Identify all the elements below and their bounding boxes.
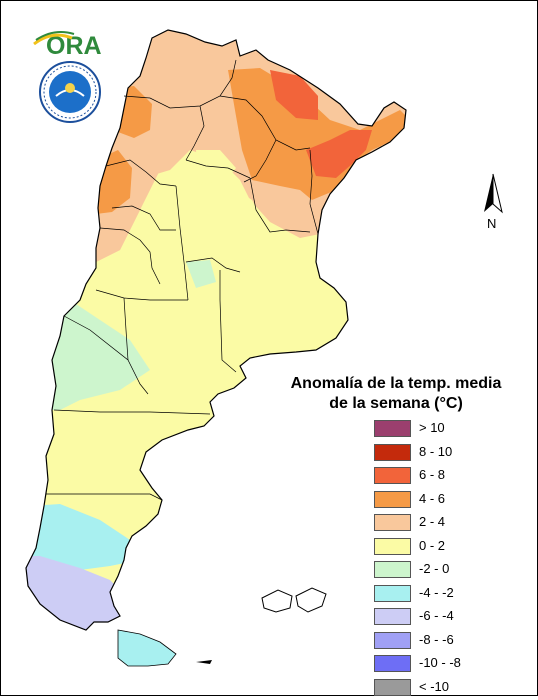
legend-item: > 10 bbox=[374, 418, 514, 442]
legend-item: -10 - -8 bbox=[374, 653, 514, 677]
legend-item: -2 - 0 bbox=[374, 559, 514, 583]
legend-label: > 10 bbox=[419, 420, 445, 435]
legend-label: -2 - 0 bbox=[419, 561, 449, 576]
legend-label: -4 - -2 bbox=[419, 585, 454, 600]
legend-swatch bbox=[374, 655, 411, 672]
isla-de-los-estados bbox=[196, 660, 212, 664]
legend-item: -4 - -2 bbox=[374, 583, 514, 607]
legend-swatch bbox=[374, 608, 411, 625]
legend-item: 4 - 6 bbox=[374, 489, 514, 513]
legend-swatch bbox=[374, 444, 411, 461]
malvinas-islands bbox=[262, 588, 326, 612]
legend-label: 2 - 4 bbox=[419, 514, 445, 529]
legend-label: 8 - 10 bbox=[419, 444, 452, 459]
legend-title-line1: Anomalía de la temp. media bbox=[286, 374, 506, 394]
legend-swatch bbox=[374, 514, 411, 531]
legend: > 10 8 - 10 6 - 8 4 - 6 2 - 4 0 - 2 -2 - 0 -4 -… bbox=[374, 418, 514, 700]
ora-logo: ORA bbox=[34, 32, 102, 60]
legend-title-line2: de la semana (°C) bbox=[286, 394, 506, 414]
legend-label: 6 - 8 bbox=[419, 467, 445, 482]
legend-item: 2 - 4 bbox=[374, 512, 514, 536]
smn-seal-logo bbox=[40, 62, 100, 122]
legend-label: -6 - -4 bbox=[419, 608, 454, 623]
legend-label: -10 - -8 bbox=[419, 655, 461, 670]
legend-label: < -10 bbox=[419, 679, 449, 694]
legend-item: -6 - -4 bbox=[374, 606, 514, 630]
legend-swatch bbox=[374, 491, 411, 508]
legend-label: -8 - -6 bbox=[419, 632, 454, 647]
tierra-del-fuego bbox=[118, 630, 176, 666]
legend-swatch bbox=[374, 585, 411, 602]
legend-item: -8 - -6 bbox=[374, 630, 514, 654]
legend-swatch bbox=[374, 679, 411, 696]
north-letter: N bbox=[487, 216, 496, 231]
legend-swatch bbox=[374, 467, 411, 484]
legend-swatch bbox=[374, 632, 411, 649]
legend-item: 6 - 8 bbox=[374, 465, 514, 489]
legend-swatch bbox=[374, 420, 411, 437]
legend-label: 0 - 2 bbox=[419, 538, 445, 553]
legend-item: 8 - 10 bbox=[374, 442, 514, 466]
legend-title: Anomalía de la temp. media de la semana … bbox=[286, 374, 506, 414]
legend-label: 4 - 6 bbox=[419, 491, 445, 506]
legend-item: < -10 bbox=[374, 677, 514, 700]
north-arrow-icon: N bbox=[484, 174, 502, 231]
legend-swatch bbox=[374, 561, 411, 578]
legend-swatch bbox=[374, 538, 411, 555]
legend-item: 0 - 2 bbox=[374, 536, 514, 560]
